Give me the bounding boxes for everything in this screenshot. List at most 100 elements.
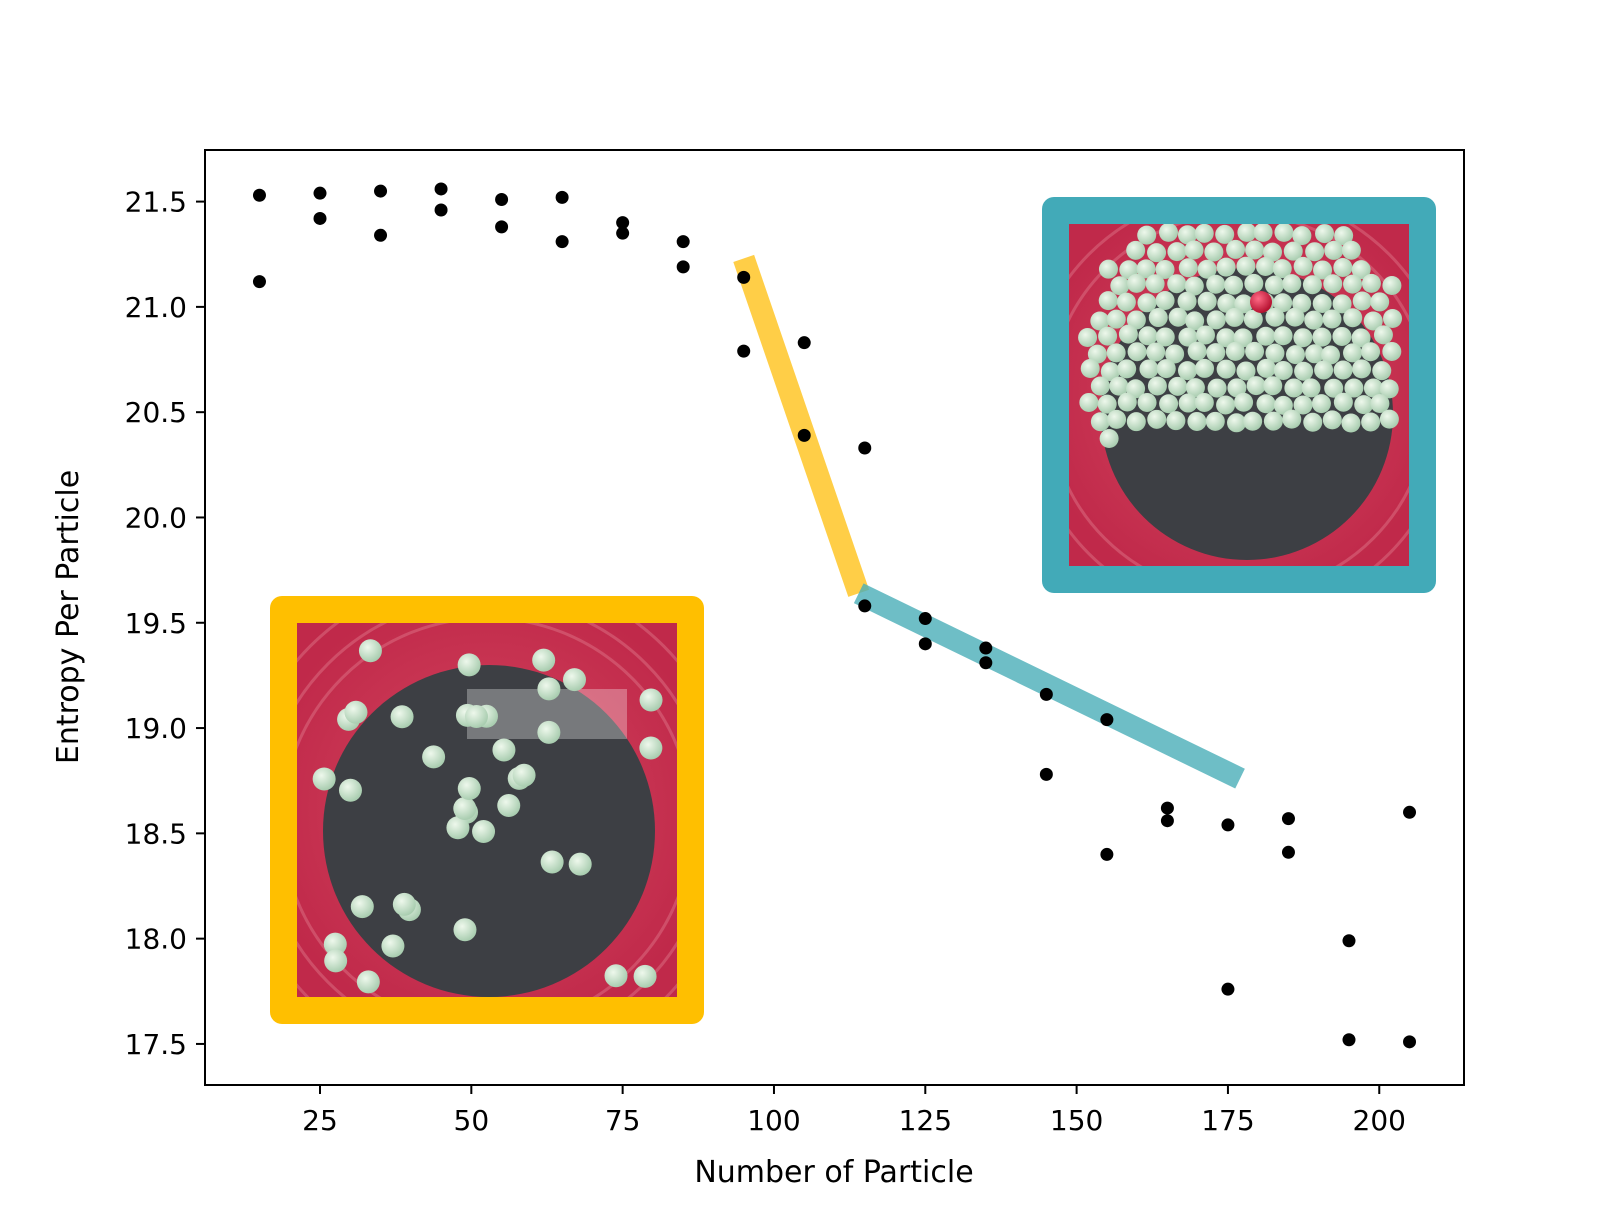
particle (1165, 344, 1185, 364)
particle (1370, 393, 1390, 413)
particle (1333, 392, 1353, 412)
particle (381, 934, 405, 958)
particle (1137, 225, 1157, 245)
particle (1253, 224, 1273, 242)
particle (1256, 257, 1276, 277)
x-tick-label: 100 (747, 1104, 800, 1137)
particle (1080, 359, 1100, 379)
particle (1256, 358, 1276, 378)
particle (1284, 378, 1304, 398)
particle (537, 677, 561, 701)
data-point (737, 270, 751, 284)
particle (1272, 259, 1292, 279)
particle (1078, 328, 1098, 348)
particle (1265, 307, 1285, 327)
particle (497, 793, 521, 817)
data-point (1342, 1033, 1356, 1047)
scatter-points (252, 182, 1417, 1049)
particle (1106, 309, 1126, 329)
particle (1354, 395, 1374, 415)
particle (1155, 260, 1175, 280)
x-tick-label: 25 (302, 1104, 338, 1137)
particle (1322, 309, 1342, 329)
particle (1148, 308, 1168, 328)
particle (1282, 409, 1302, 429)
particle (1099, 429, 1119, 449)
y-tick-label: 21.5 (125, 186, 187, 219)
particle (344, 700, 368, 724)
x-axis-ticks: 25 50 75 100 125 150 175 200 (302, 1085, 1406, 1137)
particle (1322, 410, 1342, 430)
particle (1126, 412, 1146, 432)
data-point (434, 203, 448, 217)
particle (1383, 309, 1403, 329)
data-point (252, 188, 266, 202)
particle (1379, 379, 1399, 399)
particle (1087, 344, 1107, 364)
particle (1117, 392, 1137, 412)
particle (1147, 243, 1167, 263)
particle (1227, 378, 1247, 398)
data-point (1100, 713, 1114, 727)
y-tick-label: 19.5 (125, 607, 187, 640)
particle (1116, 292, 1136, 312)
y-tick-label: 17.5 (125, 1028, 187, 1061)
particle (1324, 378, 1344, 398)
x-tick-label: 125 (899, 1104, 952, 1137)
particle (446, 816, 470, 840)
particle (1126, 310, 1146, 330)
particle (1137, 392, 1157, 412)
y-tick-label: 20.5 (125, 396, 187, 429)
particle (1263, 411, 1283, 431)
y-tick-label: 20.0 (125, 501, 187, 534)
particle (1313, 260, 1333, 280)
particle (1194, 392, 1214, 412)
data-point (1403, 1035, 1417, 1049)
particle (1204, 242, 1224, 262)
particle (1285, 307, 1305, 327)
data-point (858, 599, 872, 613)
data-point (797, 428, 811, 442)
particle (453, 797, 477, 821)
y-axis-ticks: 17.5 18.0 18.5 19.0 19.5 20.0 20.5 21.0 21.5 (125, 186, 205, 1061)
particle (633, 964, 657, 988)
data-point (858, 441, 872, 455)
particle (1205, 411, 1225, 431)
particle (1379, 409, 1399, 429)
particle (1197, 259, 1217, 279)
particle (390, 705, 414, 729)
data-point (979, 656, 993, 670)
particle (1168, 307, 1188, 327)
particle (1285, 345, 1305, 365)
particle (604, 964, 628, 988)
particle (457, 777, 481, 801)
particle (1215, 224, 1235, 244)
particle (568, 852, 592, 876)
particle (1382, 275, 1402, 295)
data-point (1160, 814, 1174, 828)
particle (1321, 345, 1341, 365)
particle (1166, 411, 1186, 431)
particle (1245, 240, 1265, 260)
data-point (1221, 818, 1235, 832)
particle (1236, 361, 1256, 381)
data-point (555, 190, 569, 204)
particle (1315, 224, 1335, 244)
particle (1127, 273, 1147, 293)
particle (356, 970, 380, 994)
data-point (1221, 982, 1235, 996)
particle (1351, 328, 1371, 348)
particle (1106, 343, 1126, 363)
particle (1274, 224, 1294, 242)
dense-particles-inset (1042, 197, 1436, 593)
particle (324, 949, 348, 973)
particle (1098, 259, 1118, 279)
particle (1098, 326, 1118, 346)
data-point (1281, 812, 1295, 826)
particle (1333, 360, 1353, 380)
particle (1332, 294, 1352, 314)
particle (1373, 325, 1393, 345)
data-point (676, 235, 690, 249)
particle (1167, 274, 1187, 294)
